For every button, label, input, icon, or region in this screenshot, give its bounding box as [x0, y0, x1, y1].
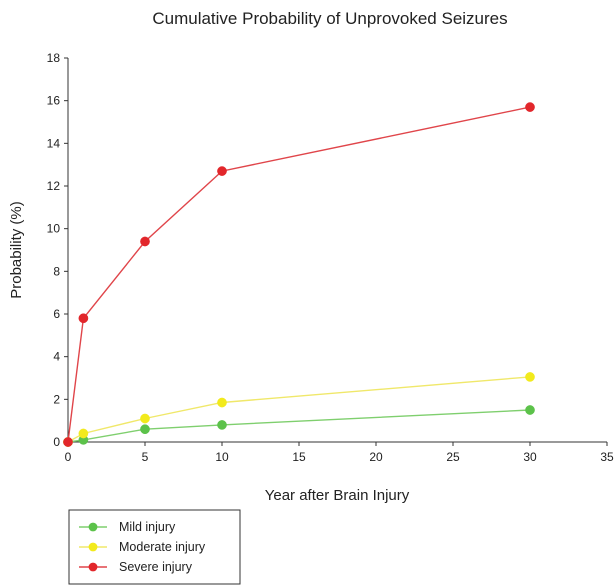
legend-label: Severe injury — [119, 560, 193, 574]
plot-frame — [67, 58, 607, 443]
x-tick-label: 25 — [446, 450, 460, 464]
legend-swatch-marker — [88, 562, 98, 572]
y-tick-label: 8 — [53, 264, 60, 278]
x-tick-label: 15 — [292, 450, 306, 464]
data-point-mild-injury — [140, 424, 150, 435]
data-point-severe-injury — [217, 166, 227, 176]
data-point-mild-injury — [217, 420, 227, 430]
y-tick-label: 10 — [47, 222, 61, 236]
legend-swatch-marker — [88, 522, 98, 532]
x-tick-label: 20 — [369, 450, 383, 464]
data-point-moderate-injury — [140, 413, 150, 424]
data-point-moderate-injury — [525, 372, 535, 382]
series-line-mild-injury — [67, 409, 531, 443]
y-tick-label: 14 — [47, 136, 61, 150]
chart-title: Cumulative Probability of Unprovoked Sei… — [152, 9, 507, 28]
series-severe-injury — [63, 102, 535, 447]
data-point-severe-injury — [140, 236, 150, 247]
x-tick-label: 5 — [142, 450, 149, 464]
legend-item-severe-injury: Severe injury — [79, 560, 193, 574]
series-layer — [63, 102, 535, 447]
y-axis: 0 2 4 6 8 10 12 14 16 18 — [47, 51, 68, 449]
legend-swatch-marker — [88, 542, 98, 552]
data-point-severe-injury — [63, 437, 73, 447]
series-moderate-injury — [63, 372, 535, 447]
legend: Mild injury Moderate injury Severe injury — [68, 509, 241, 585]
y-tick-label: 2 — [53, 392, 60, 406]
legend-label: Mild injury — [119, 520, 176, 534]
legend-item-mild-injury: Mild injury — [79, 520, 176, 534]
y-tick-label: 16 — [47, 94, 61, 108]
y-axis-label: Probability (%) — [8, 201, 25, 299]
legend-item-moderate-injury: Moderate injury — [79, 540, 206, 554]
x-tick-label: 30 — [523, 450, 537, 464]
y-tick-label: 6 — [53, 307, 60, 321]
series-line-severe-injury — [67, 106, 531, 443]
data-point-mild-injury — [525, 405, 535, 415]
data-point-moderate-injury — [217, 397, 227, 408]
data-point-severe-injury — [525, 102, 535, 112]
x-tick-label: 0 — [65, 450, 72, 464]
y-tick-label: 12 — [47, 179, 61, 193]
series-line-moderate-injury — [67, 376, 531, 443]
series-mild-injury — [63, 405, 535, 447]
data-point-severe-injury — [78, 313, 89, 324]
x-axis-label: Year after Brain Injury — [265, 487, 410, 504]
legend-label: Moderate injury — [119, 540, 206, 554]
data-point-moderate-injury — [78, 428, 89, 439]
y-tick-label: 0 — [53, 435, 60, 449]
x-tick-label: 35 — [600, 450, 614, 464]
y-tick-label: 4 — [53, 350, 60, 364]
x-axis: 0 5 10 15 20 25 30 35 — [65, 442, 614, 464]
y-tick-label: 18 — [47, 51, 61, 65]
x-tick-label: 10 — [215, 450, 229, 464]
